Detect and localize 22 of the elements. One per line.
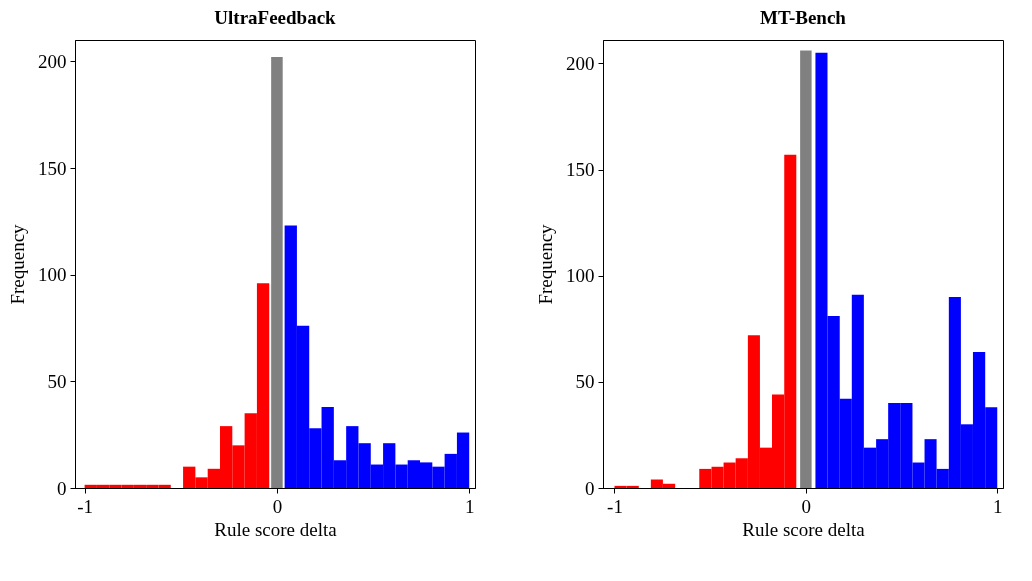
y-tick-label: 200 <box>566 52 595 74</box>
x-tick-label: -1 <box>607 495 623 517</box>
x-axis-title: Rule score delta <box>742 518 866 540</box>
x-tick-label: -1 <box>77 495 94 517</box>
y-axis-title: Frequency <box>535 223 556 305</box>
y-axis-title: Frequency <box>7 223 28 305</box>
y-tick-label: 0 <box>585 477 595 499</box>
y-tick-label: 150 <box>566 159 595 181</box>
x-tick-label: 1 <box>464 495 475 517</box>
x-tick-label: 0 <box>801 495 812 517</box>
x-tick-label: 0 <box>272 495 283 517</box>
y-tick-label: 100 <box>566 265 595 287</box>
y-tick-label: 100 <box>38 264 67 286</box>
y-tick-label: 50 <box>47 370 67 392</box>
y-tick-label: 200 <box>38 50 67 72</box>
y-tick-label: 150 <box>38 157 67 179</box>
chart-title: UltraFeedback <box>214 7 337 28</box>
y-tick-label: 50 <box>575 371 595 393</box>
x-axis-title: Rule score delta <box>214 518 338 540</box>
y-tick-label: 0 <box>57 477 67 499</box>
chart-title: MT-Bench <box>760 7 847 28</box>
x-tick-label: 1 <box>993 495 1003 517</box>
